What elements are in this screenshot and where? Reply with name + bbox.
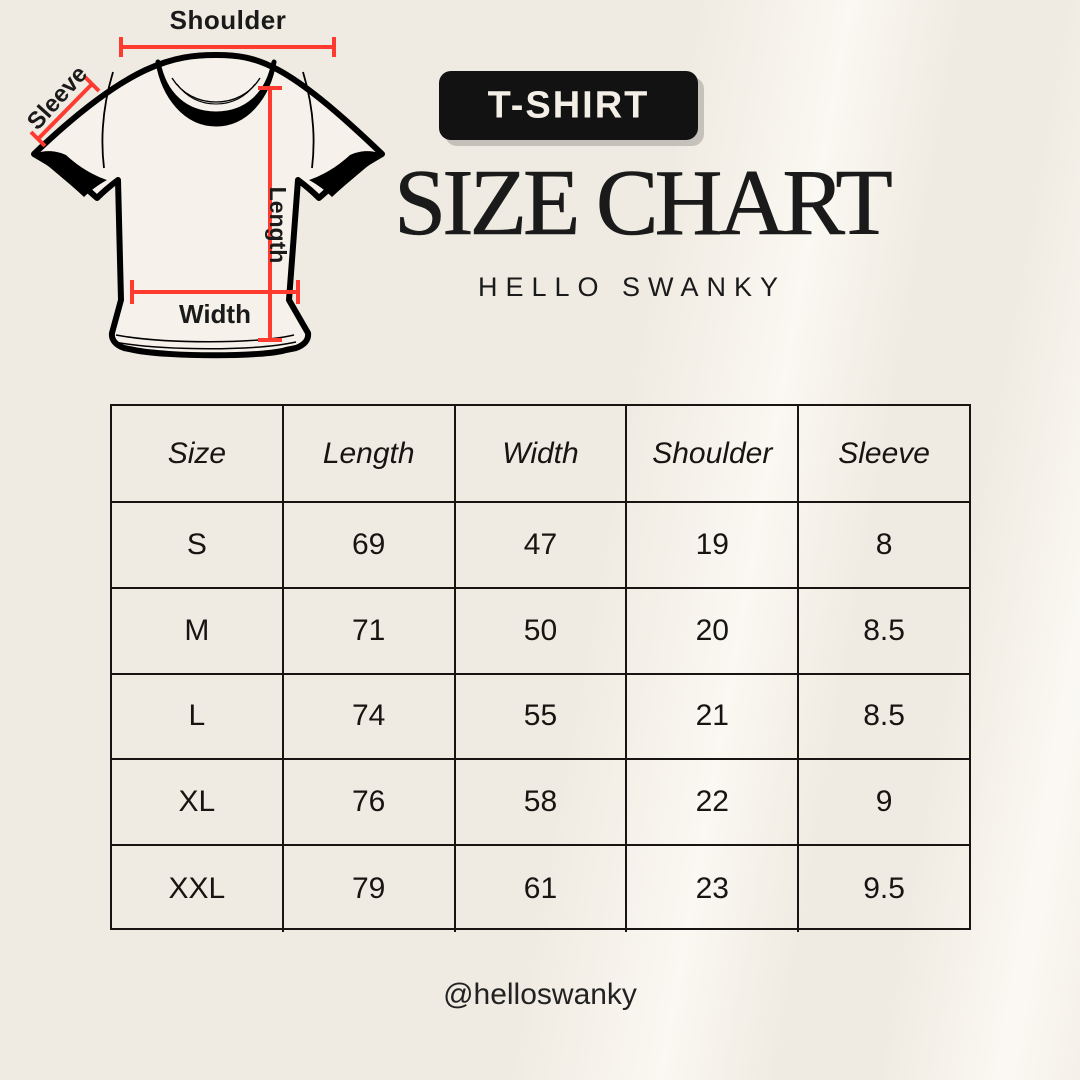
svg-text:Width: Width: [179, 299, 251, 329]
svg-text:Length: Length: [265, 187, 291, 264]
svg-text:Shoulder: Shoulder: [170, 5, 287, 35]
